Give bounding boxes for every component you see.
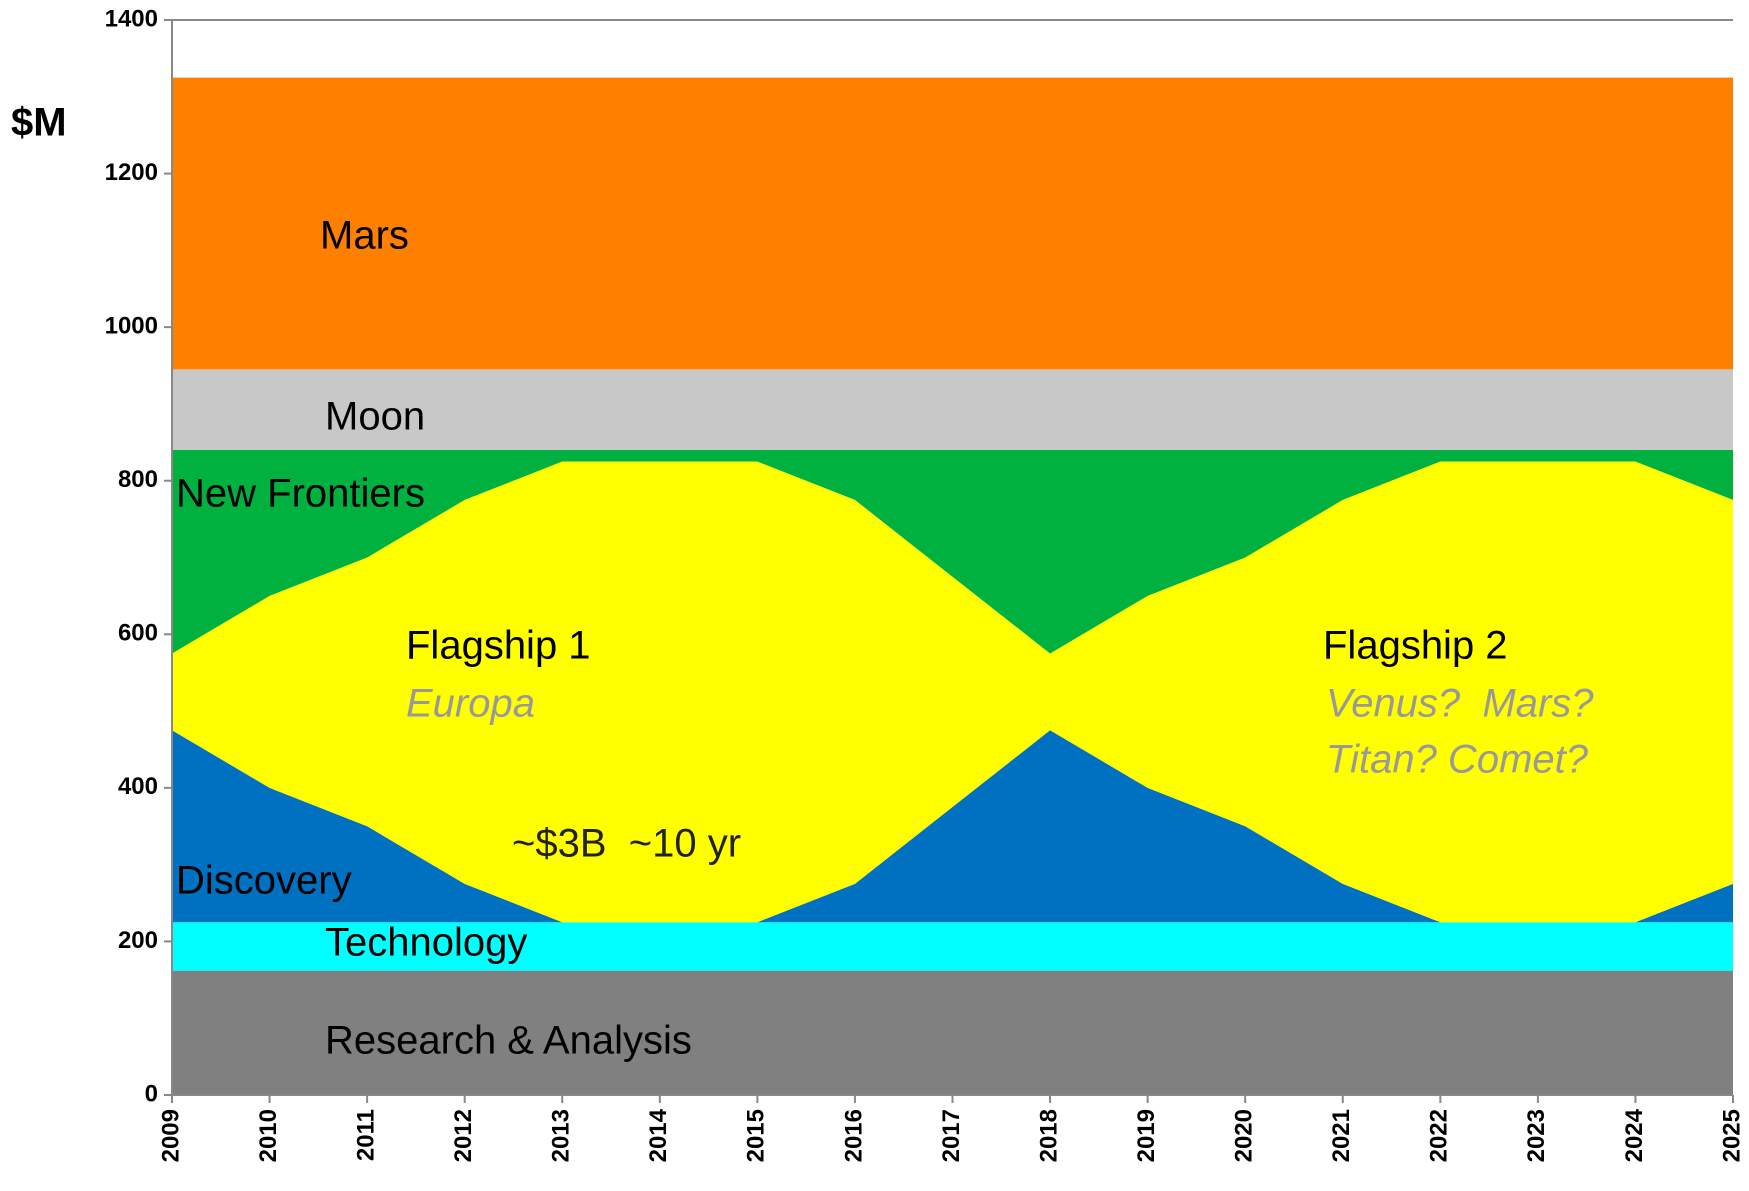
x-tick-label: 2020 <box>1231 1109 1258 1162</box>
y-tick-label: 1400 <box>105 5 158 32</box>
area-label: Flagship 2 <box>1323 624 1508 668</box>
x-tick-label: 2014 <box>645 1108 672 1162</box>
x-tick-label: 2012 <box>450 1109 477 1162</box>
x-tick-label: 2019 <box>1133 1109 1160 1162</box>
x-tick-label: 2011 <box>352 1109 379 1161</box>
x-tick-label: 2016 <box>840 1109 867 1162</box>
area <box>172 730 1733 923</box>
x-tick-label: 2023 <box>1523 1109 1550 1162</box>
y-tick-label: 200 <box>118 927 158 954</box>
y-tick-label: 1000 <box>105 312 158 339</box>
annotation: Titan? Comet? <box>1326 738 1589 782</box>
area-label: Moon <box>325 395 425 439</box>
x-tick-label: 2025 <box>1718 1109 1745 1162</box>
area-label: Research & Analysis <box>325 1019 692 1063</box>
x-tick-label: 2024 <box>1621 1108 1648 1162</box>
area <box>172 450 1733 654</box>
annotation: Europa <box>406 682 535 726</box>
x-tick-label: 2013 <box>548 1109 575 1162</box>
y-tick-label: 1200 <box>105 159 158 186</box>
area <box>172 77 1733 370</box>
y-axis-label: $M <box>11 101 67 145</box>
area <box>172 922 1733 971</box>
y-tick-label: 0 <box>145 1080 158 1107</box>
x-tick-label: 2021 <box>1328 1109 1355 1162</box>
area-label: Flagship 1 <box>406 624 591 668</box>
annotation: Venus? Mars? <box>1326 682 1594 726</box>
area-label: Technology <box>325 921 527 965</box>
area <box>172 461 1733 923</box>
annotation: ~$3B ~10 yr <box>512 822 741 866</box>
x-tick-label: 2010 <box>255 1109 282 1162</box>
x-tick-label: 2009 <box>157 1109 184 1162</box>
area <box>172 369 1733 450</box>
area-label: New Frontiers <box>176 472 425 516</box>
area <box>172 970 1733 1095</box>
areas <box>172 77 1733 1095</box>
y-tick-label: 800 <box>118 466 158 493</box>
area-label: Mars <box>320 214 409 258</box>
area-label: Discovery <box>176 859 352 903</box>
y-tick-label: 600 <box>118 620 158 647</box>
x-tick-label: 2022 <box>1426 1109 1453 1162</box>
x-tick-label: 2018 <box>1035 1109 1062 1162</box>
x-tick-label: 2017 <box>938 1109 965 1162</box>
y-tick-label: 400 <box>118 773 158 800</box>
x-tick-label: 2015 <box>743 1109 770 1162</box>
